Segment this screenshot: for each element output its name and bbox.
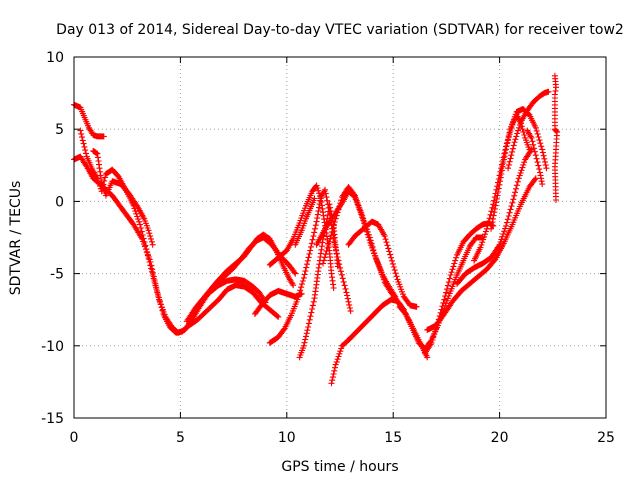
series-track-16 (396, 234, 486, 352)
series-track-13 (320, 184, 399, 300)
series-markers (551, 72, 561, 203)
series-track-17 (422, 220, 497, 356)
series-track-18 (424, 175, 539, 333)
series-markers (524, 127, 546, 188)
series-track-4 (90, 147, 156, 248)
series-track-1 (71, 101, 107, 140)
series-markers (296, 201, 341, 361)
series-markers (209, 234, 299, 293)
y-tick-label: 5 (55, 122, 64, 138)
y-tick-label: 0 (55, 194, 64, 210)
y-tick-label: -10 (41, 339, 64, 355)
y-tick-label: -5 (50, 267, 64, 283)
series-markers (71, 101, 107, 140)
series-markers (328, 296, 431, 387)
x-tick-label: 10 (278, 430, 296, 446)
data-markers (71, 72, 561, 387)
y-tick-label: 10 (46, 50, 64, 66)
grid (74, 57, 606, 418)
x-axis-label: GPS time / hours (281, 459, 398, 475)
series-markers (396, 234, 486, 352)
series-track-11 (292, 195, 318, 248)
series-track-15 (328, 296, 431, 387)
x-axis: 0 5 10 15 20 25 (70, 57, 615, 446)
series-markers (77, 127, 269, 336)
chart-title: Day 013 of 2014, Sidereal Day-to-day VTE… (56, 22, 624, 38)
x-tick-label: 5 (176, 430, 185, 446)
series-track-19 (454, 146, 535, 287)
series-track-24 (551, 72, 561, 203)
series-track-14 (345, 218, 420, 310)
series-markers (292, 195, 318, 248)
series-markers (90, 147, 156, 248)
y-axis: -15 -10 -5 0 5 10 (41, 50, 606, 427)
x-tick-label: 25 (597, 430, 615, 446)
series-track-23 (524, 127, 546, 188)
series-markers (320, 184, 399, 300)
series-track-9 (296, 201, 341, 361)
plot-frame (73, 56, 607, 419)
y-tick-label: -15 (41, 411, 64, 427)
series-markers (422, 220, 497, 356)
x-tick-label: 0 (70, 430, 79, 446)
series-markers (251, 287, 305, 317)
series-track-6 (209, 234, 299, 293)
series-markers (345, 218, 420, 310)
series-track-7 (251, 287, 305, 317)
x-tick-label: 20 (491, 430, 509, 446)
series-track-22 (505, 88, 552, 172)
y-axis-label: SDTVAR / TECUs (8, 181, 24, 296)
series-markers (454, 146, 535, 287)
series-track-3 (77, 127, 269, 336)
x-tick-label: 15 (384, 430, 402, 446)
series-markers (424, 175, 539, 333)
series-markers (505, 88, 552, 172)
